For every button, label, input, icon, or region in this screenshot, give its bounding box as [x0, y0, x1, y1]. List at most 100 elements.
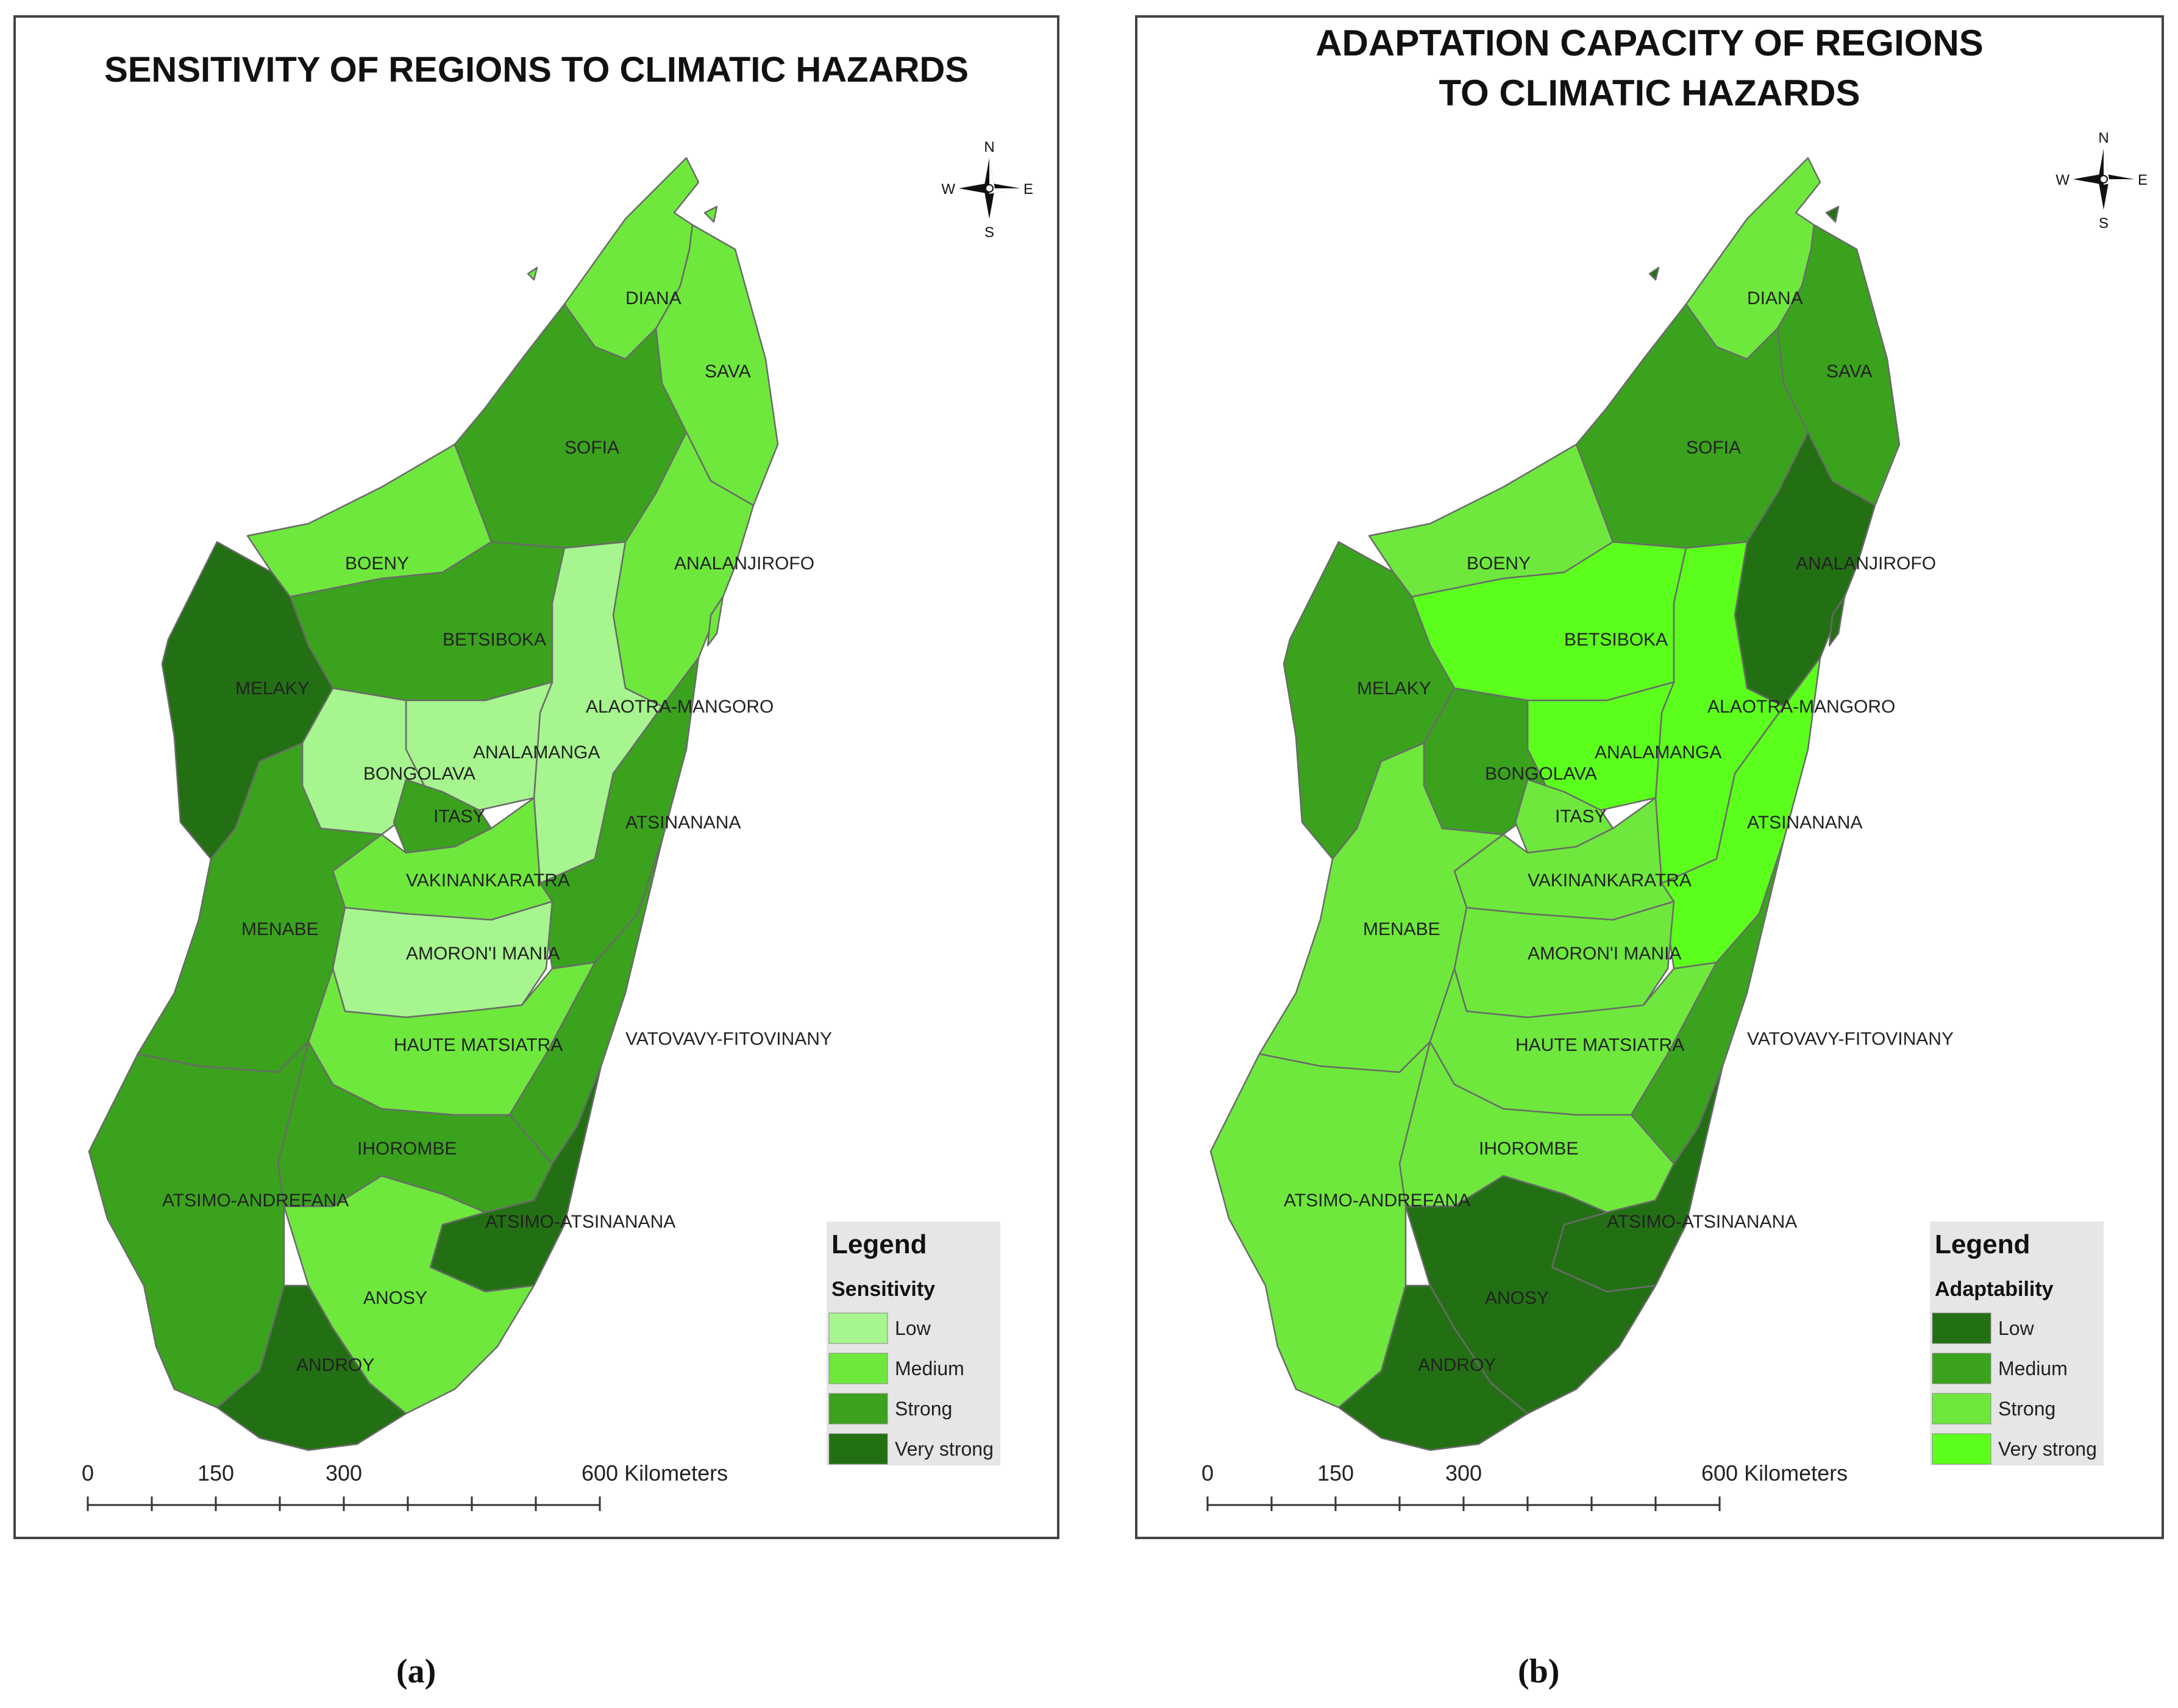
- adaptation-map: DIANA SAVA SOFIA BOENY ANALANJIROFO BETSIBOKA…: [1201, 23, 2148, 1511]
- region-label-boeny: BOENY: [345, 553, 409, 574]
- region-label-androy: ANDROY: [296, 1355, 374, 1375]
- sensitivity-map-panel: DIANA SAVA SOFIA BOENY ANALANJIROFO BETSIBOKA…: [13, 15, 1059, 1539]
- region-label-analanjirofo: ANALANJIROFO: [1796, 553, 1936, 574]
- region-androy: [1337, 1284, 1529, 1451]
- legend-label-medium: Medium: [1998, 1358, 2068, 1379]
- legend-title: Legend: [831, 1229, 927, 1259]
- scale-tick-0: 0: [82, 1461, 94, 1486]
- legend-subtitle: Adaptability: [1935, 1278, 2054, 1301]
- legend-label-low: Low: [895, 1317, 931, 1339]
- legend-swatch-strong: [1932, 1393, 1991, 1425]
- map-title-line-1: ADAPTATION CAPACITY OF REGIONS: [1315, 23, 1984, 63]
- legend-label-low: Low: [1998, 1317, 2035, 1339]
- map-title-line-1: SENSITIVITY OF REGIONS TO CLIMATIC HAZAR…: [104, 50, 969, 90]
- map-regions: DIANA SAVA SOFIA BOENY ANALANJIROFO BETSIBOKA…: [88, 157, 832, 1451]
- region-label-anosy: ANOSY: [1485, 1288, 1549, 1308]
- region-label-analamanga: ANALAMANGA: [473, 742, 600, 763]
- region-androy: [216, 1284, 407, 1451]
- region-label-diana: DIANA: [1747, 288, 1803, 308]
- compass-label-n: N: [2098, 130, 2109, 146]
- compass-label-e: E: [2138, 172, 2148, 188]
- region-label-itasy: ITASY: [433, 806, 485, 827]
- scale-tick-0: 0: [1201, 1461, 1214, 1486]
- scale-bar: 0 150 300 600 Kilometers: [1201, 1461, 1848, 1511]
- legend-label-very-strong: Very strong: [895, 1438, 994, 1460]
- region-label-betsiboka: BETSIBOKA: [443, 630, 546, 650]
- compass-label-n: N: [984, 139, 994, 155]
- region-label-sava: SAVA: [705, 361, 751, 382]
- sensitivity-map: DIANA SAVA SOFIA BOENY ANALANJIROFO BETSIBOKA…: [82, 50, 1033, 1511]
- compass-label-s: S: [984, 224, 994, 241]
- legend: Legend Sensitivity Low Medium Strong Very str…: [827, 1222, 1000, 1465]
- north-arrow-icon: [959, 158, 1020, 219]
- region-label-sofia: SOFIA: [1686, 438, 1741, 458]
- legend-subtitle: Sensitivity: [831, 1278, 935, 1301]
- compass-label-e: E: [1023, 181, 1033, 197]
- region-label-alaotra-mangoro: ALAOTRA-MANGORO: [586, 697, 774, 717]
- island-1: [1648, 266, 1660, 281]
- caption-b: (b): [1518, 1653, 1560, 1690]
- legend-label-medium: Medium: [895, 1358, 964, 1379]
- legend-swatch-low: [1932, 1312, 1991, 1344]
- region-label-atsimo-andrefana: ATSIMO-ANDREFANA: [1284, 1190, 1470, 1211]
- legend-swatch-strong: [828, 1393, 888, 1425]
- legend-swatch-medium: [828, 1353, 888, 1384]
- region-label-atsinanana: ATSINANANA: [625, 813, 741, 833]
- scale-tick-300: 300: [1445, 1461, 1482, 1486]
- legend: Legend Adaptability Low Medium Strong Very st…: [1930, 1222, 2104, 1465]
- region-label-haute-matsiatra: HAUTE MATSIATRA: [1515, 1035, 1684, 1055]
- scale-end-label: 600 Kilometers: [1701, 1461, 1848, 1486]
- region-label-sava: SAVA: [1826, 361, 1873, 382]
- region-label-betsiboka: BETSIBOKA: [1564, 630, 1668, 650]
- region-label-amoron-i-mania: AMORON'I MANIA: [1528, 944, 1681, 964]
- region-label-vatovavy-fitovinany: VATOVAVY-FITOVINANY: [625, 1029, 832, 1049]
- region-label-vatovavy-fitovinany: VATOVAVY-FITOVINANY: [1747, 1029, 1954, 1049]
- legend-label-strong: Strong: [895, 1398, 952, 1420]
- region-label-menabe: MENABE: [241, 919, 319, 939]
- legend-label-strong: Strong: [1998, 1398, 2055, 1420]
- region-label-haute-matsiatra: HAUTE MATSIATRA: [394, 1035, 563, 1055]
- island-2: [1825, 205, 1840, 223]
- region-label-amoron-i-mania: AMORON'I MANIA: [406, 944, 560, 964]
- region-label-ihorombe: IHOROMBE: [357, 1139, 457, 1159]
- adaptation-map-panel: DIANA SAVA SOFIA BOENY ANALANJIROFO BETSIBOKA…: [1135, 15, 2164, 1539]
- scale-end-label: 600 Kilometers: [582, 1461, 728, 1486]
- region-label-anosy: ANOSY: [363, 1288, 427, 1308]
- region-label-androy: ANDROY: [1418, 1355, 1496, 1375]
- compass-label-w: W: [2055, 172, 2069, 188]
- north-arrow-icon: [2073, 149, 2134, 210]
- region-label-melaky: MELAKY: [1357, 678, 1431, 699]
- caption-a: (a): [396, 1653, 436, 1690]
- region-label-analanjirofo: ANALANJIROFO: [674, 553, 814, 574]
- legend-swatch-very-strong: [828, 1433, 888, 1465]
- region-label-ihorombe: IHOROMBE: [1479, 1139, 1578, 1159]
- scale-tick-300: 300: [326, 1461, 362, 1486]
- region-label-melaky: MELAKY: [235, 678, 310, 699]
- region-label-sofia: SOFIA: [564, 438, 619, 458]
- legend-swatch-very-strong: [1932, 1433, 1991, 1465]
- region-label-atsimo-atsinanana: ATSIMO-ATSINANANA: [485, 1212, 675, 1232]
- legend-swatch-medium: [1932, 1353, 1991, 1384]
- island-1: [527, 266, 538, 281]
- legend-label-very-strong: Very strong: [1998, 1438, 2097, 1460]
- region-label-menabe: MENABE: [1363, 919, 1440, 939]
- region-label-boeny: BOENY: [1467, 553, 1531, 574]
- map-regions: DIANA SAVA SOFIA BOENY ANALANJIROFO BETSIBOKA…: [1209, 157, 1954, 1451]
- island-0: [706, 596, 724, 647]
- region-label-alaotra-mangoro: ALAOTRA-MANGORO: [1707, 697, 1895, 717]
- region-label-bongolava: BONGOLAVA: [1485, 764, 1597, 784]
- region-label-analamanga: ANALAMANGA: [1595, 742, 1721, 763]
- region-label-vakinankaratra: VAKINANKARATRA: [1528, 870, 1692, 891]
- map-title-line-2: TO CLIMATIC HAZARDS: [1439, 73, 1860, 113]
- legend-title: Legend: [1935, 1229, 2030, 1259]
- region-label-diana: DIANA: [625, 288, 682, 308]
- region-label-bongolava: BONGOLAVA: [363, 764, 475, 784]
- island-2: [703, 205, 718, 223]
- compass-label-w: W: [941, 181, 955, 197]
- region-label-itasy: ITASY: [1555, 806, 1606, 827]
- region-label-atsinanana: ATSINANANA: [1747, 813, 1862, 833]
- scale-tick-150: 150: [1317, 1461, 1354, 1486]
- compass-label-s: S: [2099, 215, 2109, 232]
- legend-swatch-low: [828, 1312, 888, 1344]
- scale-bar: 0 150 300 600 Kilometers: [82, 1461, 728, 1511]
